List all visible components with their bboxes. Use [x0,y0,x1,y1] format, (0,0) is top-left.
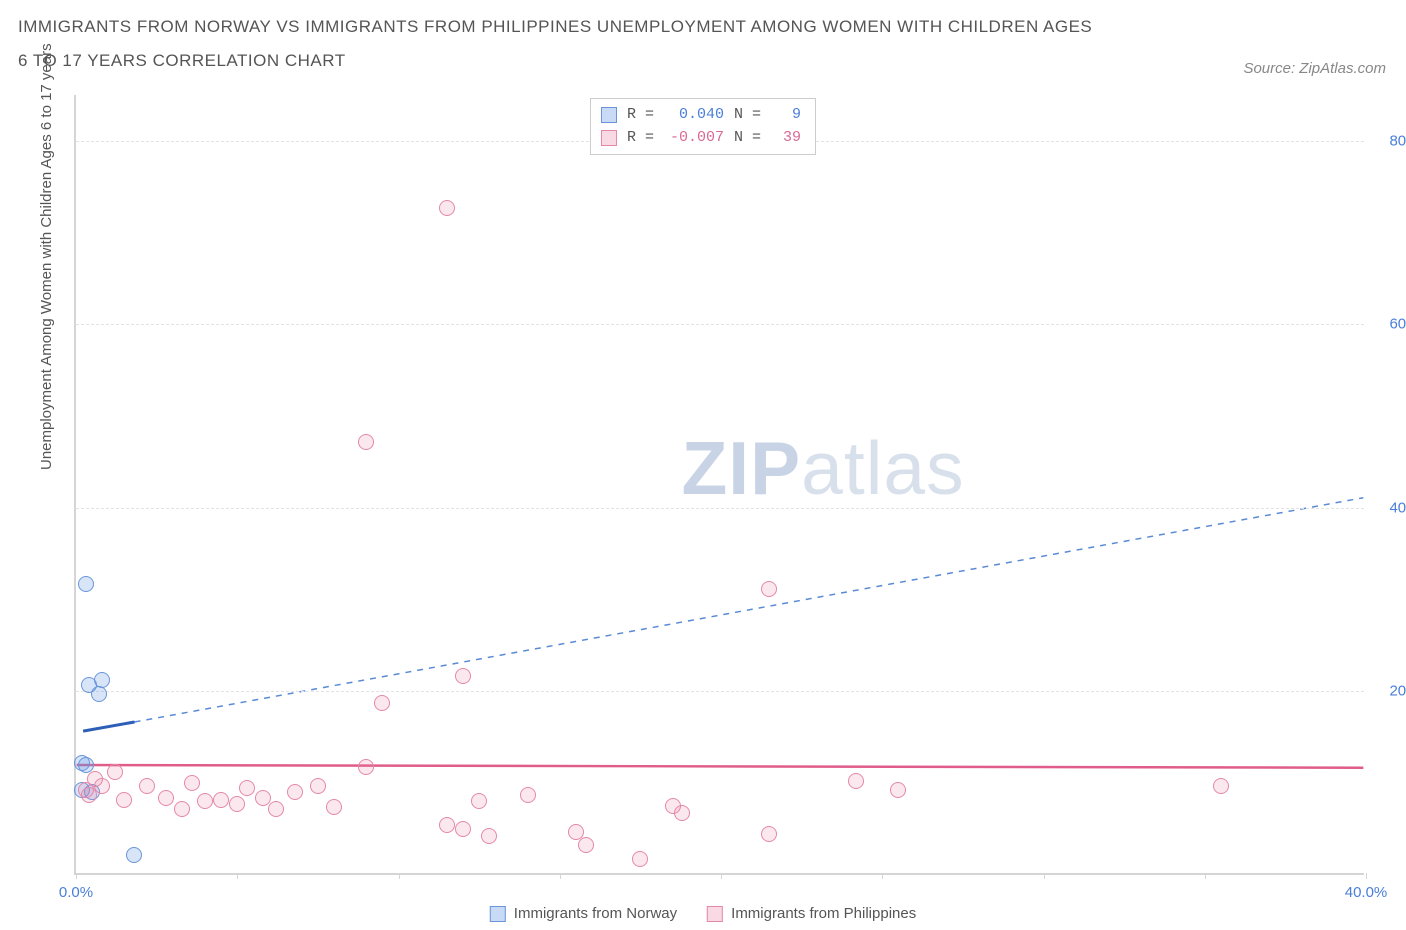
legend-label-philippines: Immigrants from Philippines [731,905,916,922]
correlation-legend: R = 0.040 N = 9 R = -0.007 N = 39 [590,98,816,155]
watermark-atlas: atlas [801,426,964,510]
gridline [76,324,1364,325]
legend-row-philippines: R = -0.007 N = 39 [601,127,801,150]
scatter-point [761,826,777,842]
scatter-point [326,799,342,815]
r-label: R = [627,104,654,127]
scatter-point [1213,778,1229,794]
scatter-point [116,792,132,808]
x-tick-label: 40.0% [1345,884,1388,901]
scatter-point [674,805,690,821]
scatter-point [358,434,374,450]
scatter-point [229,796,245,812]
scatter-point [197,793,213,809]
r-value-philippines: -0.007 [664,127,724,150]
scatter-point [78,757,94,773]
scatter-point [158,790,174,806]
scatter-point [471,793,487,809]
scatter-point [890,782,906,798]
y-tick-label: 80.0% [1389,132,1406,149]
swatch-blue [490,906,506,922]
scatter-point [107,764,123,780]
scatter-point [520,787,536,803]
x-tick-mark [76,873,77,879]
r-label: R = [627,127,654,150]
legend-item-philippines: Immigrants from Philippines [707,905,916,922]
scatter-point [481,828,497,844]
source-attribution: Source: ZipAtlas.com [1243,60,1386,77]
gridline [76,508,1364,509]
x-tick-mark [882,873,883,879]
scatter-point [139,778,155,794]
scatter-point [268,801,284,817]
legend-item-norway: Immigrants from Norway [490,905,677,922]
watermark: ZIPatlas [681,425,964,511]
scatter-point [374,695,390,711]
n-label: N = [734,127,761,150]
x-tick-mark [560,873,561,879]
scatter-point [578,837,594,853]
x-tick-mark [721,873,722,879]
scatter-point [455,668,471,684]
scatter-point [91,686,107,702]
scatter-point [761,581,777,597]
chart-title-area: IMMIGRANTS FROM NORWAY VS IMMIGRANTS FRO… [18,10,1098,78]
watermark-zip: ZIP [681,426,801,510]
y-tick-label: 20.0% [1389,683,1406,700]
x-tick-mark [1366,873,1367,879]
x-tick-mark [1044,873,1045,879]
y-tick-label: 40.0% [1389,499,1406,516]
scatter-point [455,821,471,837]
scatter-point [184,775,200,791]
scatter-point [439,200,455,216]
legend-row-norway: R = 0.040 N = 9 [601,104,801,127]
x-tick-mark [237,873,238,879]
swatch-blue [601,107,617,123]
scatter-point [310,778,326,794]
scatter-point [632,851,648,867]
scatter-point [287,784,303,800]
n-label: N = [734,104,761,127]
scatter-point [126,847,142,863]
scatter-point [848,773,864,789]
scatter-point [439,817,455,833]
scatter-point [81,787,97,803]
x-tick-mark [399,873,400,879]
swatch-pink [601,130,617,146]
x-tick-mark [1205,873,1206,879]
scatter-point [78,576,94,592]
y-tick-label: 60.0% [1389,316,1406,333]
legend-label-norway: Immigrants from Norway [514,905,677,922]
chart-title: IMMIGRANTS FROM NORWAY VS IMMIGRANTS FRO… [18,10,1098,78]
plot-area: ZIPatlas 20.0%40.0%60.0%80.0%0.0%40.0% [74,95,1364,875]
scatter-point [239,780,255,796]
swatch-pink [707,906,723,922]
scatter-point [174,801,190,817]
x-tick-label: 0.0% [59,884,93,901]
y-axis-label: Unemployment Among Women with Children A… [38,43,55,470]
scatter-point [358,759,374,775]
r-value-norway: 0.040 [664,104,724,127]
series-legend: Immigrants from Norway Immigrants from P… [490,905,916,922]
scatter-point [213,792,229,808]
n-value-philippines: 39 [771,127,801,150]
gridline [76,691,1364,692]
n-value-norway: 9 [771,104,801,127]
